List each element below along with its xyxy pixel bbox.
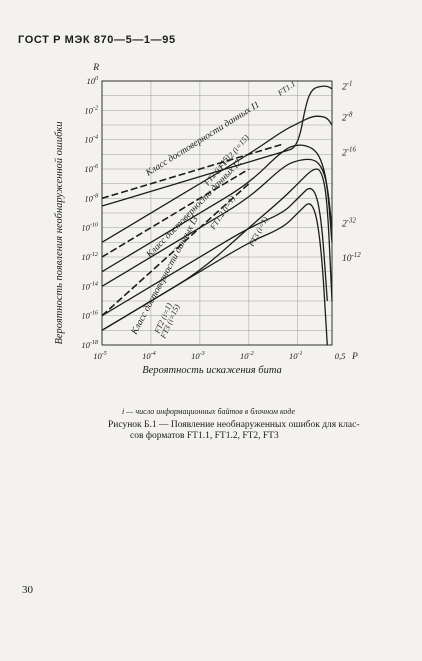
series-label: FT1.1 — [275, 79, 297, 98]
x-tick-label: 10-4 — [142, 350, 156, 361]
x-axis-unit: P — [351, 352, 358, 362]
x-tick-label: 10-1 — [289, 351, 303, 361]
x-tick-label: 0,5 — [335, 351, 346, 361]
y-tick-label: 10-12 — [81, 252, 98, 262]
caption-line-2: сов форматов FT1.1, FT1.2, FT2, FT3 — [130, 431, 279, 441]
series-line — [101, 168, 250, 258]
y-tick-label: 10-6 — [84, 164, 99, 174]
chart-labels: 100 10-2 10-4 10-6 10-8 10-10 10-12 10-14 10-16 1… — [54, 63, 361, 376]
caption-line-1: Рисунок Б.1 — Появление необнаруженных о… — [108, 420, 360, 430]
right-axis-label: 2-32 — [342, 217, 356, 229]
y-axis-unit: R — [92, 63, 99, 73]
series-line — [101, 187, 328, 317]
y-tick-label: 10-4 — [84, 134, 98, 145]
y-tick-label: 100 — [86, 76, 98, 86]
y-tick-label: 10-14 — [81, 280, 98, 291]
plot-frame — [101, 80, 333, 346]
right-axis-label: 2-1 — [342, 80, 352, 92]
right-axis-label: 2-16 — [342, 147, 356, 159]
y-tick-label: 10-18 — [81, 340, 98, 350]
series-line — [101, 158, 333, 287]
right-axis-label: 2-8 — [342, 111, 353, 123]
chart-series — [101, 85, 333, 346]
chart-axes — [101, 80, 333, 346]
series-line — [101, 203, 328, 346]
figure-footnote: i — число информационных байтов в блочно… — [122, 407, 296, 416]
series-line — [101, 143, 284, 200]
y-tick-label: 10-2 — [84, 105, 98, 115]
x-tick-label: 10-2 — [240, 351, 254, 361]
right-axis-label: 10-12 — [342, 252, 361, 264]
series-line — [101, 168, 333, 331]
error-probability-chart: 100 10-2 10-4 10-6 10-8 10-10 10-12 10-14 10-16 1… — [54, 63, 361, 376]
y-tick-label: 10-10 — [81, 223, 98, 233]
document-header: ГОСТ Р МЭК 870—5—1—95 — [18, 34, 176, 46]
figure-caption: Рисунок Б.1 — Появление необнаруженных о… — [108, 420, 370, 442]
y-axis-title: Вероятность появления необнаруженной оши… — [54, 121, 65, 344]
page-number: 30 — [22, 584, 33, 596]
y-tick-label: 10-8 — [84, 193, 98, 203]
x-tick-label: 10-3 — [191, 351, 205, 361]
series-line — [101, 115, 333, 243]
x-axis-title: Вероятность искажения бита — [142, 365, 282, 376]
x-tick-label: 10-5 — [93, 351, 107, 361]
y-tick-label: 10-16 — [81, 311, 99, 321]
series-line — [101, 85, 333, 207]
